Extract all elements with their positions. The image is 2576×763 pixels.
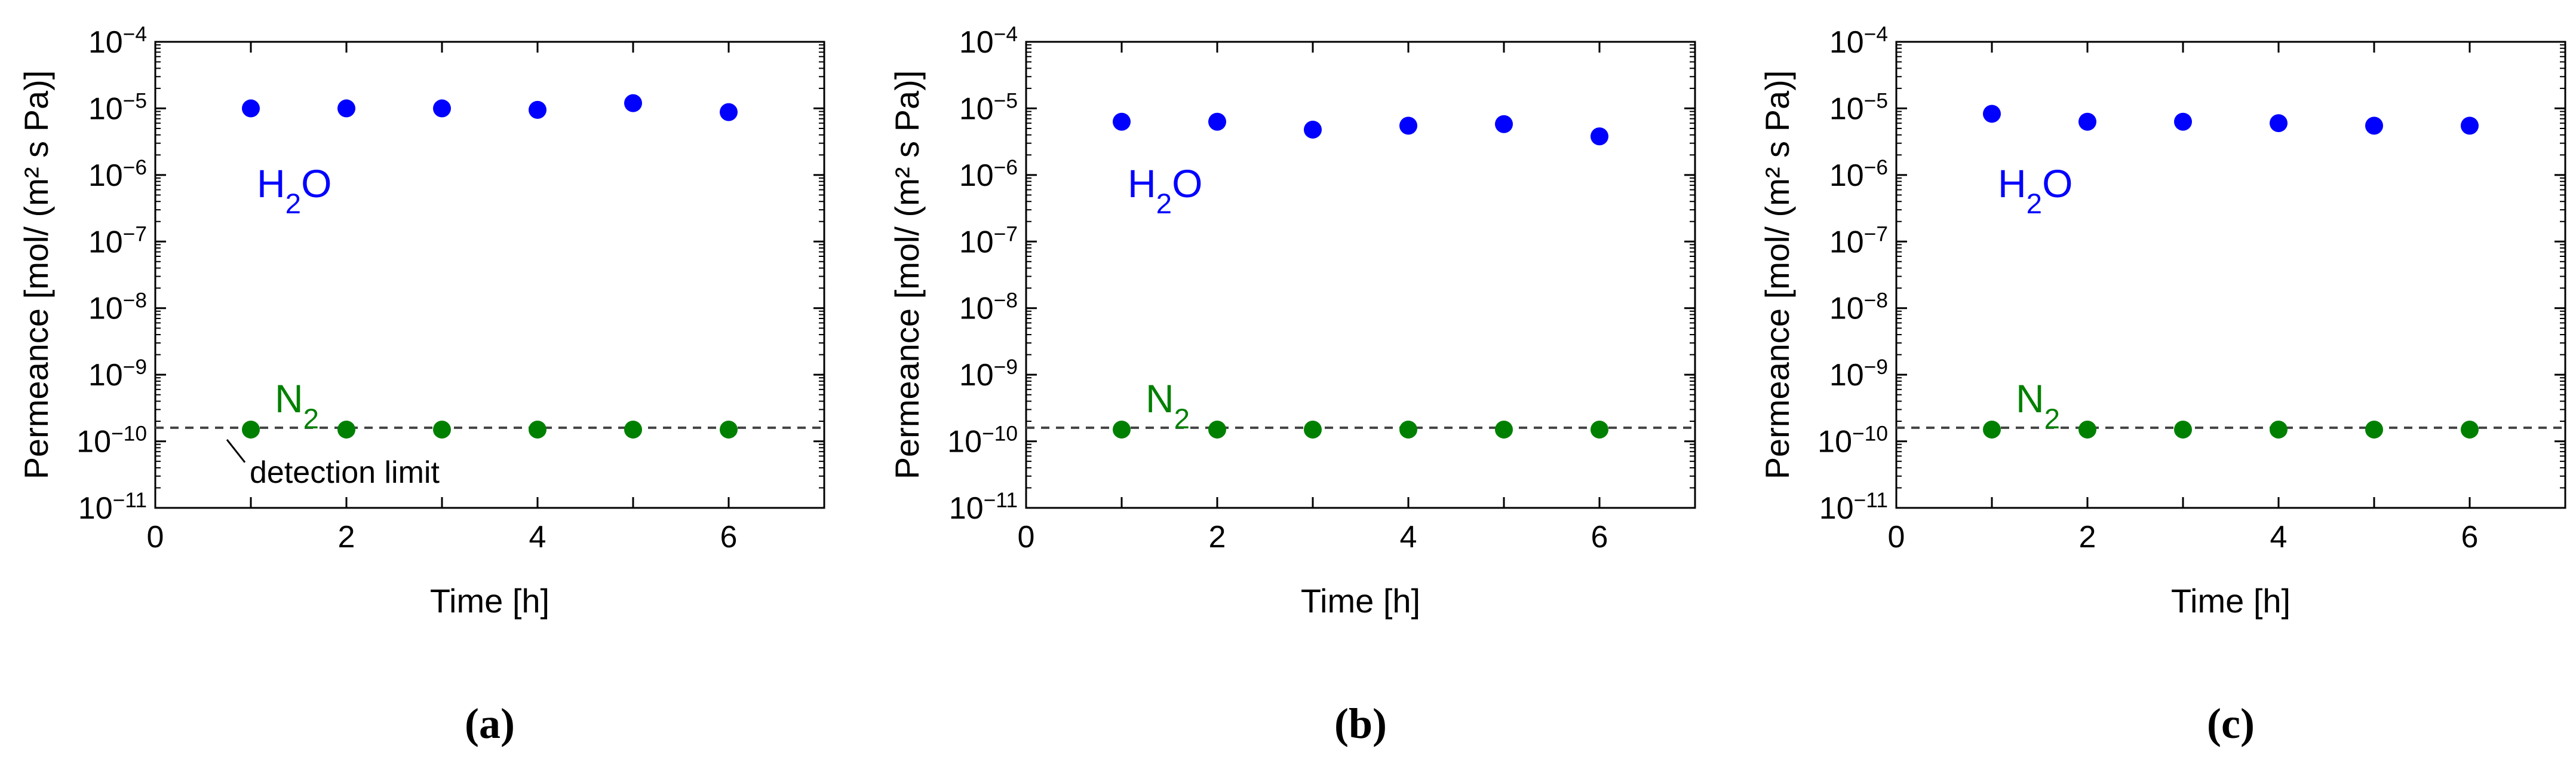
y-tick-label: 10−9 <box>959 356 1018 393</box>
chart-panel-1: 10−4 10−5 10−6 10−7 10−8 10−9 10−10 10−110 2 4 6 Ti… <box>17 23 825 747</box>
y-tick-label: 10−11 <box>1819 489 1888 526</box>
y-tick-label: 10−8 <box>959 289 1018 326</box>
x-tick-label: 0 <box>1888 520 1905 554</box>
annotation-leader <box>226 439 246 463</box>
y-tick-label: 10−6 <box>88 155 147 193</box>
series-label-h2o: H2O <box>1128 161 1202 220</box>
data-point-h2o <box>2078 112 2096 131</box>
y-tick-label: 10−6 <box>1829 155 1888 193</box>
data-point-n2 <box>2270 420 2288 439</box>
data-point-h2o <box>529 100 546 119</box>
x-tick-label: 2 <box>2079 520 2096 554</box>
series-label-n2: N2 <box>1146 376 1190 435</box>
x-axis-label: Time [h] <box>2171 582 2291 620</box>
data-point-h2o <box>433 99 451 118</box>
y-tick-label: 10−10 <box>1817 422 1888 459</box>
data-point-h2o <box>1304 120 1322 139</box>
data-point-h2o <box>624 94 642 112</box>
y-tick-label: 10−6 <box>959 155 1018 193</box>
x-tick-label: 4 <box>2270 520 2288 554</box>
series-label-n2: N2 <box>275 376 319 435</box>
data-point-n2 <box>720 420 738 439</box>
chart-panel-3: 10−4 10−5 10−6 10−7 10−8 10−9 10−10 10−110 2 4 6 Ti… <box>1758 23 2566 747</box>
y-tick-label: 10−10 <box>76 422 147 459</box>
data-point-h2o <box>2174 112 2192 131</box>
y-axis-label: Permeance [mol/ (m² s Pa)] <box>888 71 926 480</box>
detection-limit-annotation: detection limit <box>250 455 440 490</box>
x-axis-label: Time [h] <box>1301 582 1420 620</box>
data-point-h2o <box>2365 117 2383 135</box>
x-axis-label: Time [h] <box>430 582 549 620</box>
y-axis-label: Permeance [mol/ (m² s Pa)] <box>17 71 55 480</box>
y-tick-label: 10−11 <box>78 489 147 526</box>
data-point-n2 <box>1304 420 1322 439</box>
y-tick-label: 10−4 <box>1829 23 1888 60</box>
data-point-h2o <box>1495 115 1513 133</box>
data-point-h2o <box>1113 112 1131 131</box>
data-point-n2 <box>1983 420 2001 439</box>
y-tick-label: 10−7 <box>88 222 147 260</box>
x-tick-label: 0 <box>1018 520 1035 554</box>
plot-frame <box>1025 41 1696 509</box>
data-point-h2o <box>1208 112 1226 131</box>
data-point-h2o <box>2461 117 2479 135</box>
y-tick-label: 10−7 <box>959 222 1018 260</box>
data-point-n2 <box>1113 420 1131 439</box>
chart-panel-2: 10−4 10−5 10−6 10−7 10−8 10−9 10−10 10−110 2 4 6 Ti… <box>888 23 1696 747</box>
data-point-n2 <box>529 420 546 439</box>
data-point-h2o <box>337 99 355 118</box>
x-tick-label: 2 <box>338 520 355 554</box>
plot-frame <box>1895 41 2566 509</box>
panel-label: (b) <box>1334 700 1387 747</box>
y-tick-label: 10−7 <box>1829 222 1888 260</box>
series-label-n2: N2 <box>2016 376 2060 435</box>
data-point-h2o <box>1399 117 1417 135</box>
y-tick-label: 10−8 <box>1829 289 1888 326</box>
y-tick-label: 10−8 <box>88 289 147 326</box>
data-point-n2 <box>624 420 642 439</box>
y-axis-label: Permeance [mol/ (m² s Pa)] <box>1758 71 1796 480</box>
x-tick-label: 4 <box>529 520 546 554</box>
data-point-h2o <box>720 103 738 121</box>
x-tick-label: 4 <box>1400 520 1417 554</box>
data-point-h2o <box>1983 105 2001 123</box>
data-point-n2 <box>2365 420 2383 439</box>
data-point-n2 <box>433 420 451 439</box>
y-tick-label: 10−5 <box>959 89 1018 127</box>
y-tick-label: 10−5 <box>1829 89 1888 127</box>
data-point-h2o <box>1591 127 1608 146</box>
x-tick-label: 6 <box>2461 520 2479 554</box>
y-tick-label: 10−5 <box>88 89 147 127</box>
series-label-h2o: H2O <box>257 161 331 220</box>
y-tick-label: 10−4 <box>88 23 147 60</box>
data-point-n2 <box>1208 420 1226 439</box>
data-point-n2 <box>242 420 260 439</box>
series-label-h2o: H2O <box>1998 161 2073 220</box>
panel-label: (a) <box>465 700 515 747</box>
data-point-n2 <box>1399 420 1417 439</box>
y-tick-label: 10−9 <box>1829 356 1888 393</box>
y-tick-label: 10−9 <box>88 356 147 393</box>
data-point-h2o <box>242 99 260 118</box>
x-tick-label: 0 <box>147 520 164 554</box>
data-point-n2 <box>2174 420 2192 439</box>
data-point-n2 <box>2078 420 2096 439</box>
y-tick-label: 10−10 <box>947 422 1018 459</box>
y-tick-label: 10−4 <box>959 23 1018 60</box>
data-point-n2 <box>1591 420 1608 439</box>
x-tick-label: 6 <box>720 520 738 554</box>
x-tick-label: 6 <box>1591 520 1608 554</box>
panel-label: (c) <box>2207 700 2255 747</box>
plot-frame <box>154 41 825 509</box>
y-tick-label: 10−11 <box>949 489 1018 526</box>
data-point-n2 <box>1495 420 1513 439</box>
data-point-n2 <box>2461 420 2479 439</box>
data-point-n2 <box>337 420 355 439</box>
x-tick-label: 2 <box>1209 520 1226 554</box>
data-point-h2o <box>2270 114 2288 133</box>
